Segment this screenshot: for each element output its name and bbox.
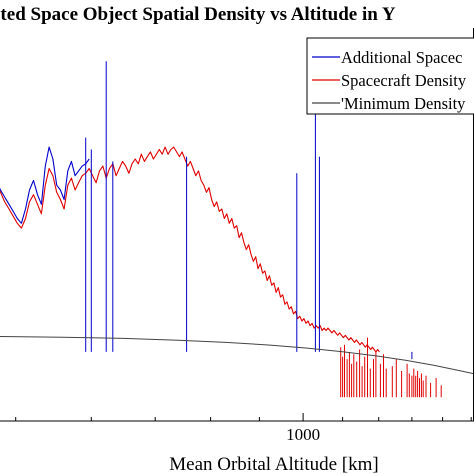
plot-area [0, 61, 474, 398]
legend-label-spacecraft-density: Spacecraft Density [341, 71, 467, 90]
x-tick-label-1000: 1000 [286, 425, 320, 444]
chart-title: cted Space Object Spatial Density vs Alt… [0, 4, 396, 25]
legend-label-additional-spacec: Additional Spacec [341, 48, 462, 67]
legend-box [306, 37, 474, 115]
series-additional-spacec-line [0, 146, 90, 224]
x-axis-label: Mean Orbital Altitude [km] [169, 454, 378, 474]
legend: Additional Spacec Spacecraft Density 'Mini… [306, 37, 474, 115]
series-spacecraft-density-line [0, 146, 380, 353]
series-minimum-density-line [0, 336, 474, 375]
legend-label-minimum-density: 'Minimum Density [341, 94, 466, 113]
